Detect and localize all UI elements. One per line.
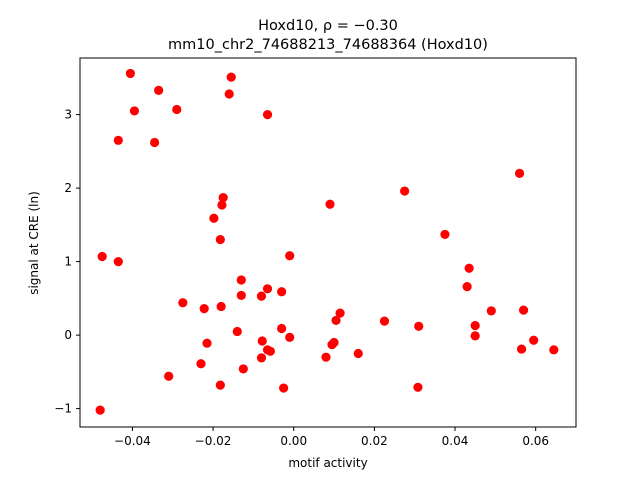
data-point-52: [256, 353, 267, 363]
data-point-54: [238, 364, 248, 374]
plot-frame: [79, 57, 577, 428]
x-tick-label-3: 0.02: [361, 434, 388, 448]
data-point-18: [113, 257, 123, 267]
y-axis-ticks: −1 0 1 2 3: [54, 108, 80, 416]
data-point-11: [218, 193, 228, 203]
data-point-40: [285, 332, 295, 342]
data-point-57: [279, 383, 289, 393]
data-point-20: [464, 263, 474, 273]
chart-title-line1: Hoxd10, ρ = −0.30: [258, 18, 398, 34]
chart-title-line2: mm10_chr2_74688213_74688364 (Hoxd10): [168, 37, 488, 53]
data-point-49: [549, 345, 559, 355]
data-point-23: [262, 284, 273, 294]
y-tick-label-3: 2: [64, 181, 72, 195]
data-point-47: [265, 346, 275, 356]
data-point-22: [462, 282, 472, 292]
data-point-48: [516, 344, 527, 354]
data-point-21: [236, 275, 246, 285]
data-point-17: [97, 251, 107, 262]
data-point-5: [172, 104, 182, 115]
data-point-38: [232, 326, 242, 337]
x-tick-label-2: 0.00: [280, 434, 307, 448]
data-point-53: [196, 359, 206, 369]
data-point-56: [215, 380, 225, 390]
data-point-41: [529, 335, 539, 345]
data-point-55: [164, 371, 174, 381]
y-tick-label-2: 1: [64, 255, 72, 269]
data-point-9: [514, 168, 525, 179]
data-points: [95, 68, 559, 415]
y-axis-label: signal at CRE (ln): [27, 191, 41, 295]
x-axis-ticks: −0.04 −0.02 0.00 0.02 0.04 0.06: [114, 427, 549, 448]
x-tick-label-0: −0.04: [114, 434, 151, 448]
data-point-50: [353, 348, 363, 359]
data-point-36: [470, 320, 480, 331]
data-point-1: [154, 85, 164, 95]
data-point-45: [257, 336, 267, 346]
data-point-4: [129, 106, 140, 116]
data-point-6: [262, 109, 273, 120]
data-point-43: [327, 340, 337, 350]
data-point-7: [113, 135, 123, 145]
x-tick-label-1: −0.02: [195, 434, 232, 448]
data-point-30: [486, 306, 496, 316]
data-point-32: [335, 308, 345, 318]
data-point-16: [215, 234, 225, 245]
data-point-58: [413, 382, 423, 392]
data-point-28: [216, 301, 226, 312]
y-tick-label-0: −1: [54, 402, 72, 416]
y-tick-label-1: 0: [64, 328, 72, 342]
data-point-29: [199, 304, 209, 314]
data-point-33: [331, 315, 341, 326]
data-point-14: [209, 213, 219, 223]
data-point-19: [285, 251, 295, 261]
y-tick-label-4: 3: [64, 108, 72, 122]
data-point-10: [400, 186, 410, 196]
data-point-39: [470, 331, 480, 341]
data-point-15: [440, 229, 450, 240]
data-point-12: [217, 200, 227, 210]
data-point-3: [224, 89, 234, 99]
data-point-35: [414, 321, 424, 331]
data-point-44: [202, 338, 212, 348]
data-point-31: [518, 305, 529, 315]
data-point-13: [325, 199, 335, 209]
data-point-34: [379, 316, 390, 326]
data-point-8: [150, 137, 160, 148]
x-tick-label-5: 0.06: [522, 434, 549, 448]
data-point-37: [277, 323, 287, 334]
data-point-26: [256, 291, 267, 301]
data-point-59: [95, 405, 105, 415]
data-point-25: [236, 290, 246, 301]
data-point-24: [277, 287, 287, 297]
x-axis-label: motif activity: [288, 456, 367, 470]
data-point-51: [321, 352, 331, 362]
data-point-2: [226, 72, 236, 82]
data-point-0: [125, 68, 136, 79]
x-tick-label-4: 0.04: [442, 434, 469, 448]
data-point-27: [178, 298, 188, 308]
